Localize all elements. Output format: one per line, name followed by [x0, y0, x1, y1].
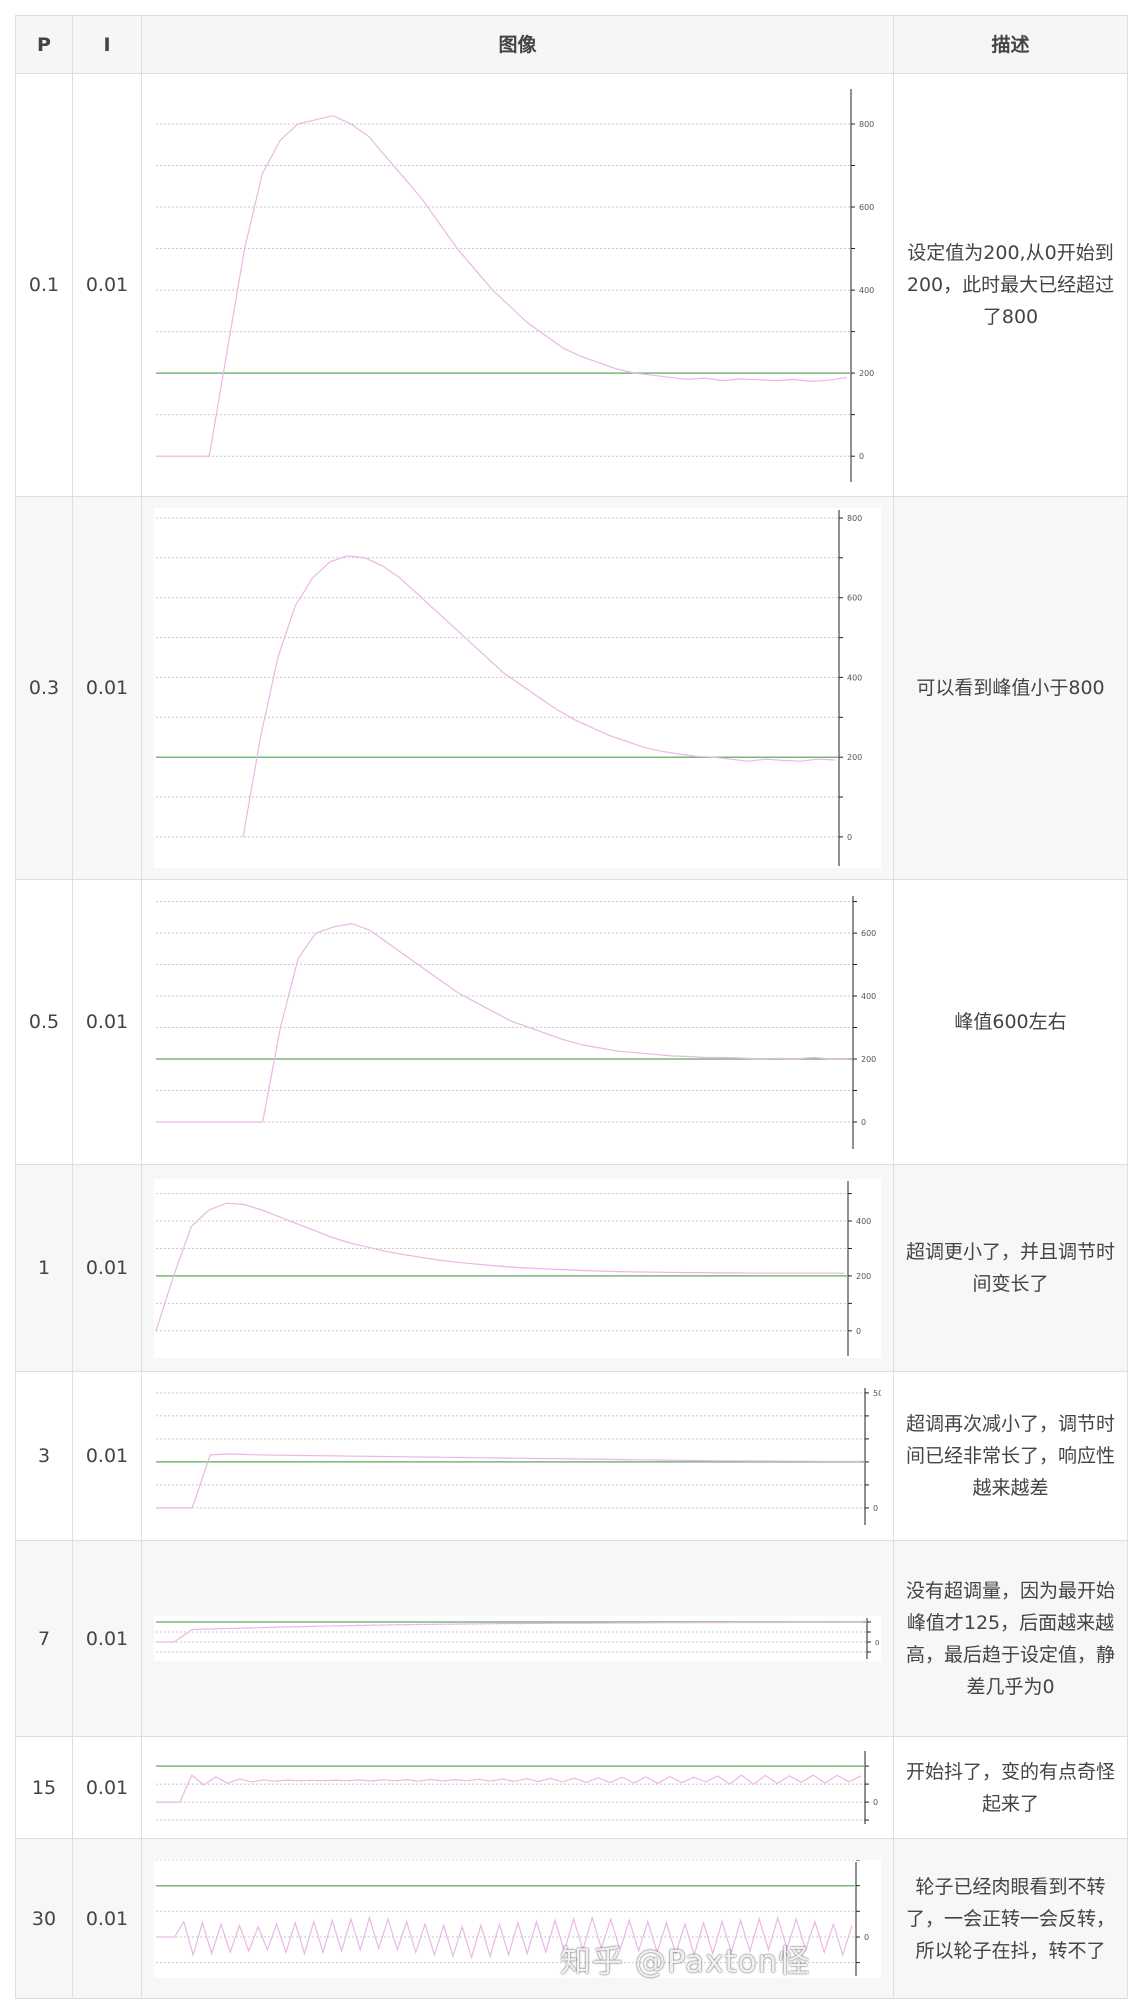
tick-label: 600 [847, 594, 862, 603]
cell-p: 0.1 [15, 73, 73, 497]
response-series [156, 1621, 863, 1643]
tick-label: 400 [847, 673, 862, 682]
cell-description: 可以看到峰值小于800 [893, 496, 1128, 880]
cell-description: 超调再次减小了，调节时间已经非常长了，响应性越来越差 [893, 1371, 1128, 1541]
cell-description: 轮子已经肉眼看到不转了，一会正转一会反转，所以轮子在抖，转不了 [893, 1838, 1128, 1999]
cell-p: 0.5 [15, 879, 73, 1165]
tick-label: 0 [873, 1503, 878, 1512]
response-chart: 0 [154, 1616, 881, 1661]
tick-label: 200 [847, 753, 862, 762]
pid-tuning-table: P I 图像 描述 0.1 0.01 0 200 400 600 800 设定值为200… [15, 15, 1128, 1999]
cell-i: 0.01 [72, 879, 142, 1165]
cell-i: 0.01 [72, 1540, 142, 1737]
tick-label: 500 [873, 1388, 881, 1397]
tick-label: 200 [859, 369, 874, 378]
response-chart: 0 200 400 [154, 1178, 881, 1358]
tick-label: 800 [847, 514, 862, 523]
tick-label: 0 [859, 452, 864, 461]
cell-p: 1 [15, 1164, 73, 1372]
cell-p: 7 [15, 1540, 73, 1737]
tick-label: 0 [856, 1326, 861, 1335]
tick-label: 0 [861, 1118, 866, 1127]
tick-label: 0 [864, 1933, 869, 1942]
tick-label: 200 [856, 1271, 871, 1280]
response-series [155, 1202, 844, 1331]
cell-i: 0.01 [72, 1838, 142, 1999]
cell-i: 0.01 [72, 1164, 142, 1372]
header-p: P [15, 15, 73, 74]
tick-label: 600 [859, 203, 874, 212]
cell-image: 0 [141, 1736, 894, 1839]
response-chart: 0 [154, 1749, 881, 1826]
cell-i: 0.01 [72, 1371, 142, 1541]
response-series [156, 1774, 862, 1803]
cell-p: 15 [15, 1736, 73, 1839]
response-chart: 0 [154, 1859, 881, 1978]
cell-p: 0.3 [15, 496, 73, 880]
table-row: 3 0.01 0 500 超调再次减小了，调节时间已经非常长了，响应性越来越差 [15, 1371, 1128, 1541]
watermark: 知乎 @Paxton怪 [560, 1944, 811, 1980]
cell-description: 没有超调量，因为最开始峰值才125，后面越来越高，最后趋于设定值，静差几乎为0 [893, 1540, 1128, 1737]
table-row: 7 0.01 0 没有超调量，因为最开始峰值才125，后面越来越高，最后趋于设定… [15, 1540, 1128, 1737]
cell-description: 开始抖了，变的有点奇怪起来了 [893, 1736, 1128, 1839]
response-series [242, 555, 836, 838]
response-chart: 0 200 400 600 800 [154, 508, 881, 868]
cell-image: 0 200 400 [141, 1164, 894, 1372]
cell-image: 0 200 400 600 800 [141, 73, 894, 497]
cell-image: 0 [141, 1540, 894, 1737]
cell-description: 超调更小了，并且调节时间变长了 [893, 1164, 1128, 1372]
response-series [156, 114, 848, 457]
response-series [156, 922, 849, 1123]
cell-i: 0.01 [72, 1736, 142, 1839]
response-series [156, 1452, 861, 1509]
tick-label: 400 [861, 992, 876, 1001]
response-chart: 0 200 400 600 800 [154, 86, 877, 484]
tick-label: 400 [856, 1217, 871, 1226]
tick-label: 200 [861, 1055, 876, 1064]
tick-label: 400 [859, 286, 874, 295]
table-row: 0.5 0.01 0 200 400 600 峰值600左右 [15, 879, 1128, 1165]
table-row: 0.1 0.01 0 200 400 600 800 设定值为200,从0开始到200，… [15, 73, 1128, 497]
table-row: 1 0.01 0 200 400 超调更小了，并且调节时间变长了 [15, 1164, 1128, 1372]
table-row: 15 0.01 0 开始抖了，变的有点奇怪起来了 [15, 1736, 1128, 1839]
table-header-row: P I 图像 描述 [15, 15, 1128, 74]
table-row: 30 0.01 0 轮子已经肉眼看到不转了，一会正转一会反转，所以轮子在抖，转不… [15, 1838, 1128, 1999]
table-row: 0.3 0.01 0 200 400 600 800 可以看到峰值小于800 [15, 496, 1128, 880]
cell-description: 设定值为200,从0开始到200，此时最大已经超过了800 [893, 73, 1128, 497]
cell-description: 峰值600左右 [893, 879, 1128, 1165]
tick-label: 600 [861, 929, 876, 938]
response-chart: 0 200 400 600 [154, 893, 881, 1151]
cell-image: 0 200 400 600 800 [141, 496, 894, 880]
tick-label: 0 [847, 833, 852, 842]
cell-i: 0.01 [72, 73, 142, 497]
header-description: 描述 [893, 15, 1128, 74]
tick-label: 800 [859, 120, 874, 129]
cell-i: 0.01 [72, 496, 142, 880]
tick-label: 0 [875, 1639, 879, 1647]
response-chart: 0 500 [154, 1385, 881, 1527]
header-i: I [72, 15, 142, 74]
cell-p: 30 [15, 1838, 73, 1999]
cell-image: 0 [141, 1838, 894, 1999]
cell-p: 3 [15, 1371, 73, 1541]
header-image: 图像 [141, 15, 894, 74]
response-series [156, 1915, 853, 1960]
cell-image: 0 200 400 600 [141, 879, 894, 1165]
cell-image: 0 500 [141, 1371, 894, 1541]
tick-label: 0 [873, 1798, 878, 1807]
